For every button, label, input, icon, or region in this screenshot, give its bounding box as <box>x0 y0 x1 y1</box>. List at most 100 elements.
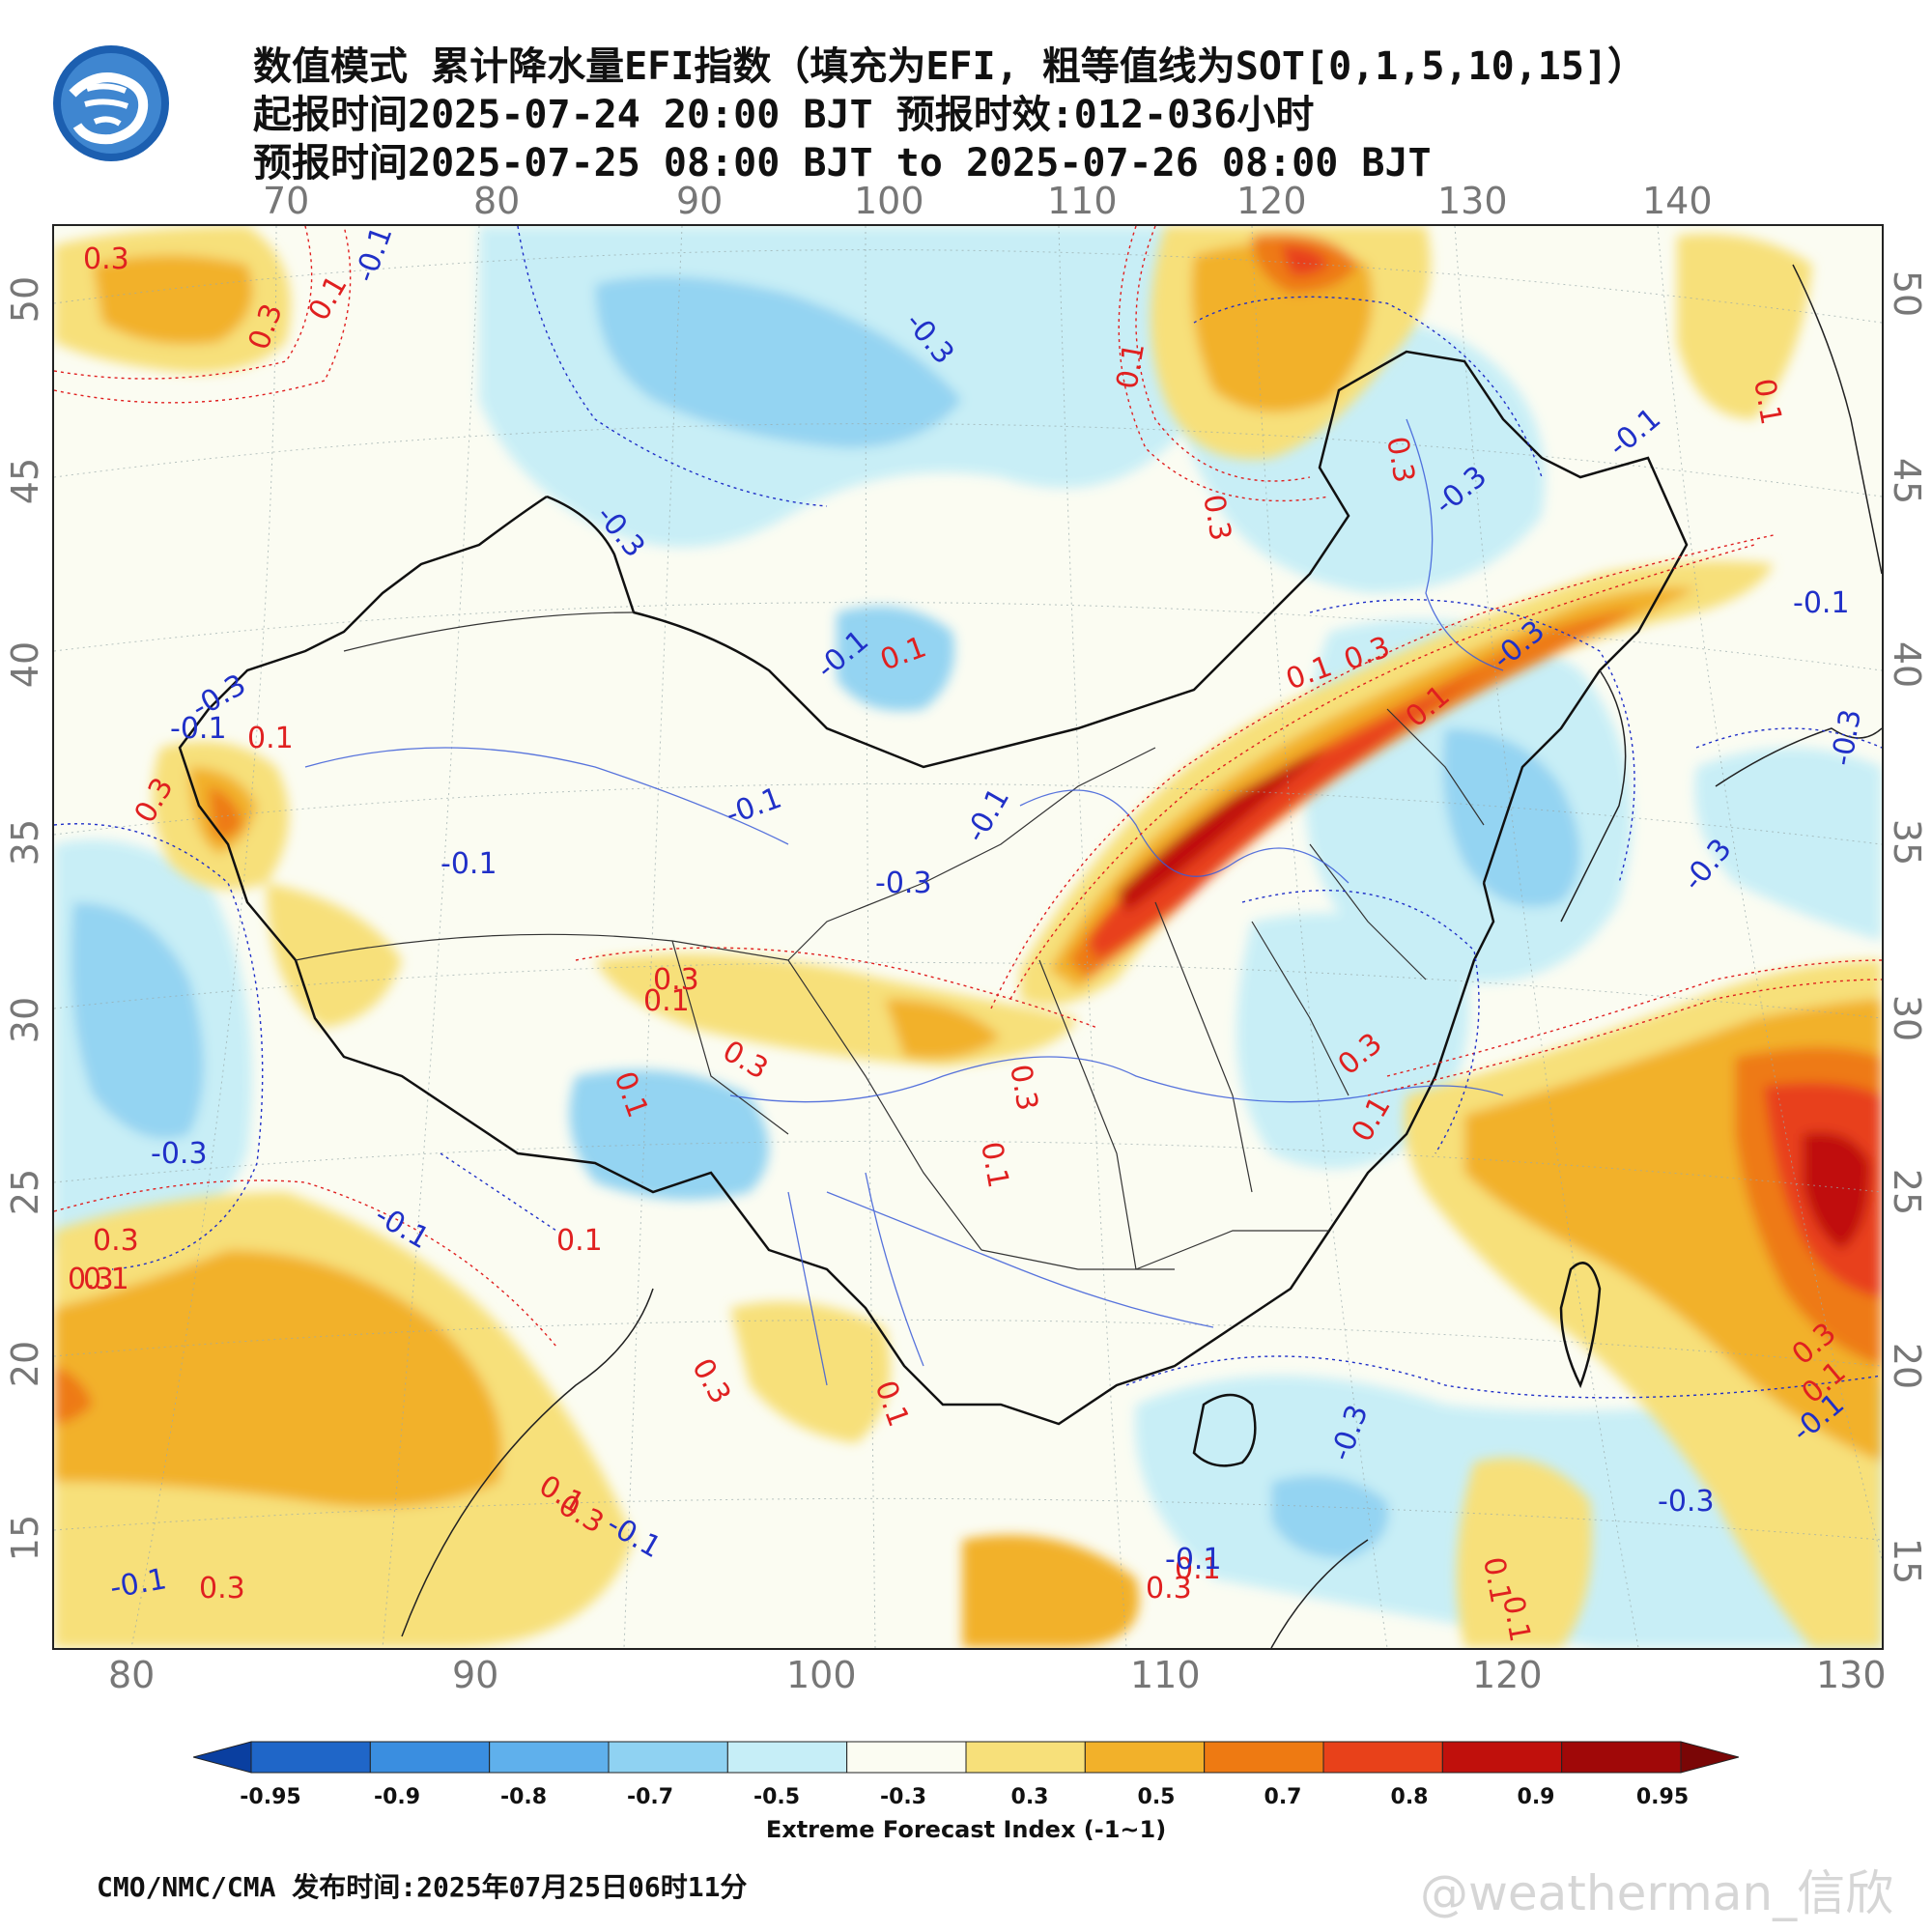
top-lon-tick: 70 <box>263 180 310 222</box>
source-and-issue-time: CMO/NMC/CMA 发布时间:2025年07月25日06时11分 <box>97 1871 748 1903</box>
right-lat-tick: 45 <box>1886 457 1928 505</box>
contour-label: 0.1 <box>1175 1552 1221 1586</box>
contour-label: -0.3 <box>875 867 932 900</box>
chart-title: 数值模式 累计降水量EFI指数（填充为EFI, 粗等值线为SOT[0,1,5,1… <box>253 44 1647 89</box>
contour-label: 0.1 <box>556 1224 603 1258</box>
top-lon-tick: 100 <box>854 180 924 222</box>
top-lon-tick: 90 <box>676 180 724 222</box>
bottom-lon-tick: 80 <box>108 1654 156 1696</box>
right-lat-tick: 15 <box>1886 1537 1928 1585</box>
contour-label: 0.3 <box>1379 434 1421 485</box>
contour-label: 0.3 <box>1196 492 1237 543</box>
contour-label: 0.1 <box>1495 1593 1537 1644</box>
negative-efi-region <box>595 276 962 448</box>
contour-label: 0.1 <box>974 1139 1015 1190</box>
right-lat-tick: 25 <box>1886 1168 1928 1216</box>
left-lat-tick: 50 <box>4 275 46 324</box>
contour-label: 0.1 <box>83 1263 129 1296</box>
watermark: @weatherman_信欣 <box>1420 1865 1894 1921</box>
efi-map: 0.3 0.1 0.3 0.1 0.3 0.1 0.1 0.3 0.1 0.1 … <box>52 224 1884 1650</box>
init-time: 起报时间2025-07-24 20:00 BJT 预报时效:012-036小时 <box>253 93 1315 137</box>
negative-efi-region <box>71 902 204 1139</box>
contour-label: 0.1 <box>247 722 294 755</box>
negative-efi-region <box>1694 748 1882 941</box>
contour-label: 0.1 <box>1110 340 1151 391</box>
colorbar-max-arrow <box>1680 1741 1739 1774</box>
colorbar-title: Extreme Forecast Index (-1~1) <box>765 1816 1167 1843</box>
left-lat-tick: 30 <box>4 996 46 1044</box>
right-lat-tick: 35 <box>1886 818 1928 867</box>
contour-label: 0.1 <box>867 1377 915 1432</box>
right-lat-tick: 20 <box>1886 1342 1928 1390</box>
rivers <box>304 418 1504 1386</box>
contour-label: -0.1 <box>440 847 497 881</box>
colorbar-label: 0.8 <box>1390 1785 1429 1809</box>
negative-efi-region <box>1442 728 1580 907</box>
positive-efi-region <box>730 1301 891 1443</box>
left-lat-tick: 45 <box>4 457 46 505</box>
bottom-lon-tick: 90 <box>452 1654 499 1696</box>
colorbar-swatch <box>1322 1741 1443 1774</box>
colorbar-label: -0.95 <box>240 1785 301 1809</box>
colorbar-swatch <box>846 1741 967 1774</box>
contour-label: -0.3 <box>1825 707 1868 769</box>
colorbar-swatch <box>1441 1741 1563 1774</box>
positive-efi-region <box>267 883 402 1028</box>
colorbar-label: 0.5 <box>1137 1785 1176 1809</box>
sot-contours <box>54 226 1882 1399</box>
top-lon-tick: 120 <box>1236 180 1307 222</box>
colorbar-label: 0.7 <box>1264 1785 1302 1809</box>
colorbar-min-arrow <box>193 1741 252 1774</box>
colorbar-label: -0.3 <box>879 1785 927 1809</box>
top-lon-tick: 80 <box>473 180 521 222</box>
valid-time: 预报时间2025-07-25 08:00 BJT to 2025-07-26 0… <box>253 141 1432 185</box>
positive-efi-region <box>1457 1458 1592 1648</box>
bottom-lon-tick: 110 <box>1130 1654 1201 1696</box>
colorbar-label: 0.3 <box>1010 1785 1049 1809</box>
contour-label: -0.1 <box>722 781 786 833</box>
country-borders <box>178 350 1689 1467</box>
colorbar-label: 0.95 <box>1635 1785 1690 1809</box>
coastlines <box>401 264 1882 1648</box>
contour-label: 0.1 <box>643 984 690 1018</box>
contour-label: -0.1 <box>1165 1543 1222 1577</box>
negative-efi-region <box>1271 1475 1389 1559</box>
positive-efi-region <box>1117 748 1329 912</box>
positive-efi-region <box>209 786 242 838</box>
top-lon-tick: 110 <box>1047 180 1118 222</box>
negative-efi-region <box>569 1069 769 1200</box>
contour-label: -0.1 <box>170 712 227 746</box>
colorbar-swatch <box>726 1741 848 1774</box>
contour-label: 0.1 <box>1476 1554 1518 1605</box>
contour-label: 0.1 <box>1747 376 1788 427</box>
positive-efi-region <box>54 1366 93 1424</box>
colorbar-swatch <box>965 1741 1086 1774</box>
colorbar-swatch <box>608 1741 728 1774</box>
contour-label: -0.1 <box>1603 402 1667 464</box>
contour-label: 0.3 <box>93 1224 139 1258</box>
positive-efi-region <box>1803 1132 1870 1250</box>
contour-label: 0.3 <box>83 242 129 276</box>
left-lat-tick: 20 <box>4 1340 46 1388</box>
positive-efi-region <box>1677 234 1812 419</box>
contour-label: -0.1 <box>1793 586 1850 620</box>
graticule <box>54 226 1882 1648</box>
top-lon-tick: 140 <box>1642 180 1713 222</box>
bottom-lon-tick: 120 <box>1472 1654 1543 1696</box>
contour-label: -0.3 <box>1658 1485 1715 1519</box>
bottom-lon-tick: 100 <box>786 1654 857 1696</box>
left-lat-tick: 40 <box>4 640 46 689</box>
left-lat-tick: 25 <box>4 1168 46 1216</box>
positive-efi-region <box>962 1535 1140 1648</box>
left-lat-tick: 15 <box>4 1514 46 1562</box>
left-lat-tick: 35 <box>4 818 46 867</box>
contour-label: -0.3 <box>151 1137 208 1171</box>
positive-efi-region <box>1281 245 1329 276</box>
province-borders <box>295 611 1485 1270</box>
positive-efi-region <box>54 1250 502 1508</box>
colorbar-label: -0.7 <box>626 1785 674 1809</box>
colorbar-swatch <box>1204 1741 1324 1774</box>
contour-label: 0.3 <box>1146 1572 1192 1605</box>
top-lon-tick: 130 <box>1437 180 1508 222</box>
colorbar-swatch <box>1084 1741 1206 1774</box>
